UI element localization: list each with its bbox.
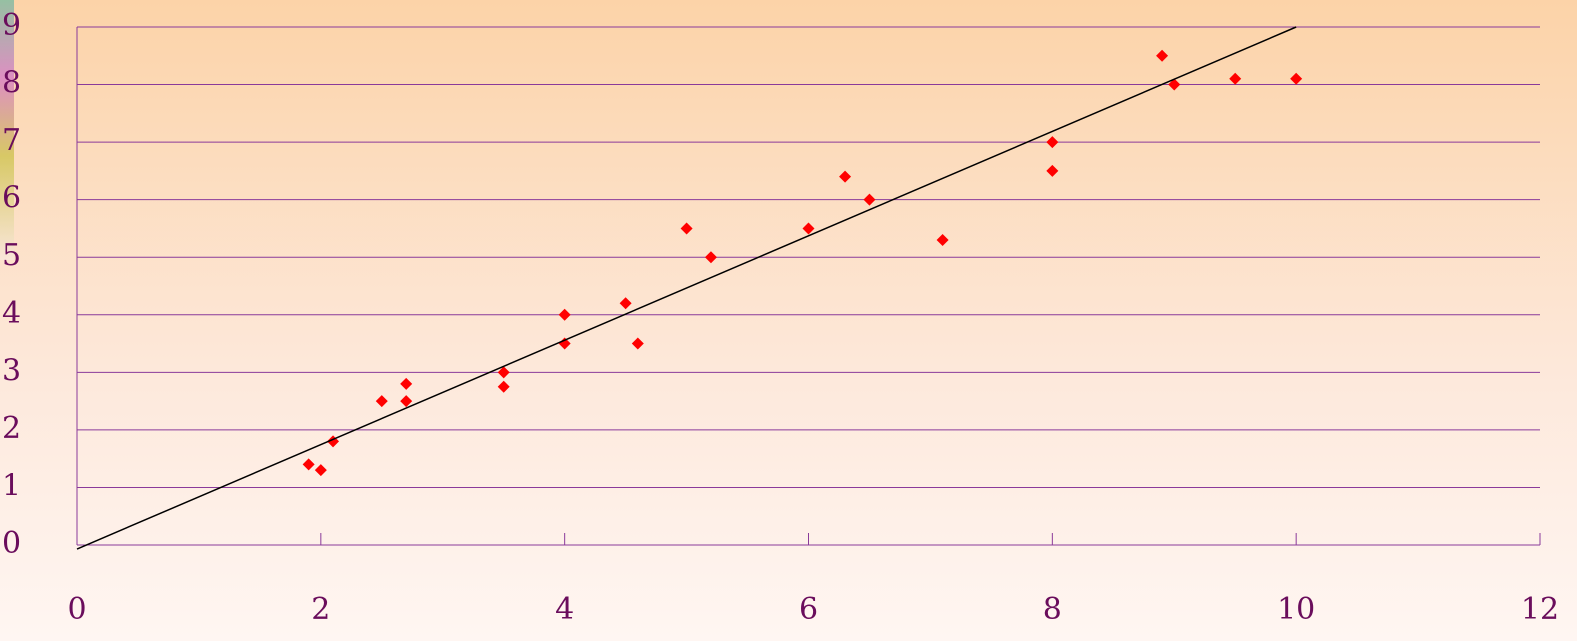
y-tick-label: 7 [2,123,21,158]
x-tick-label: 12 [1521,592,1559,627]
chart: 0123456789024681012 [0,0,1577,641]
y-tick-label: 6 [2,181,21,216]
x-tick-label: 10 [1277,592,1315,627]
x-tick-label: 8 [1043,592,1062,627]
x-tick-label: 0 [67,592,86,627]
y-tick-label: 8 [2,66,21,101]
y-tick-label: 9 [2,8,21,43]
x-tick-label: 6 [799,592,818,627]
x-tick-label: 4 [555,592,574,627]
y-tick-label: 4 [2,296,21,331]
x-tick-label: 2 [311,592,330,627]
y-tick-label: 2 [2,411,21,446]
y-tick-label: 1 [2,468,21,503]
y-tick-label: 5 [2,238,21,273]
page: 0123456789024681012 (() => { const data … [0,0,1577,641]
y-tick-label: 3 [2,353,21,388]
y-tick-label: 0 [2,526,21,561]
